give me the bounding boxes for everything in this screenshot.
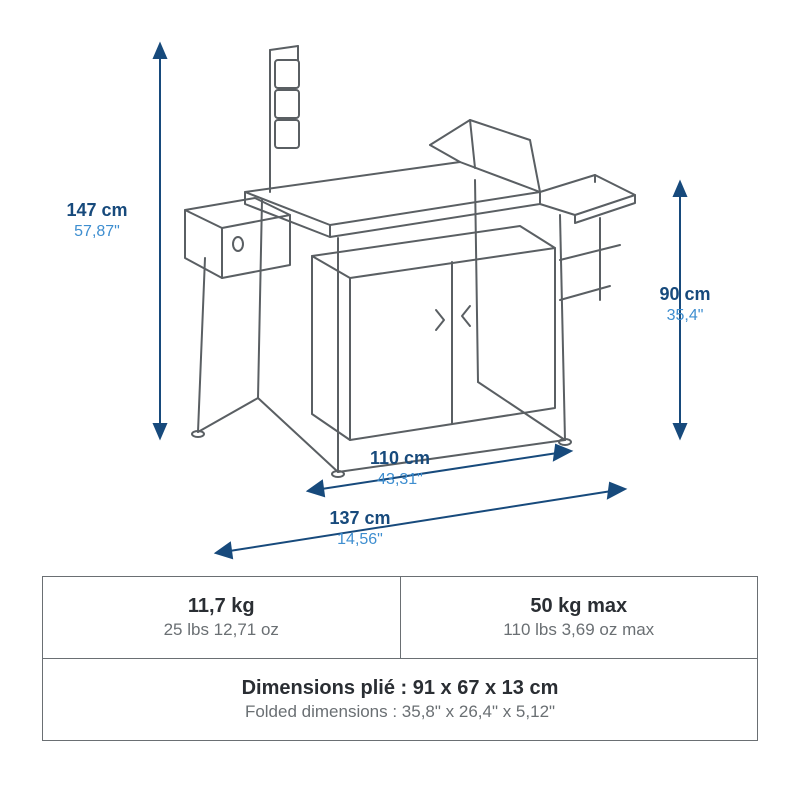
dim-height-table: 90 cm 35,4" [640, 284, 730, 325]
spec-maxload-secondary: 110 lbs 3,69 oz max [411, 620, 748, 640]
spec-table: 11,7 kg 25 lbs 12,71 oz 50 kg max 110 lb… [42, 576, 758, 741]
spec-weight-secondary: 25 lbs 12,71 oz [53, 620, 390, 640]
dim-height-table-in: 35,4" [640, 306, 730, 325]
dim-height-full-cm: 147 cm [52, 200, 142, 222]
dim-width-inner-in: 43,31" [340, 470, 460, 489]
spec-folded-cell: Dimensions plié : 91 x 67 x 13 cm Folded… [43, 659, 758, 741]
dim-height-table-cm: 90 cm [640, 284, 730, 306]
dim-width-inner: 110 cm 43,31" [340, 448, 460, 489]
spec-weight-primary: 11,7 kg [53, 595, 390, 618]
dim-width-full: 137 cm 14,56" [300, 508, 420, 549]
diagram-canvas: 147 cm 57,87" 90 cm 35,4" 110 cm 43,31" … [0, 0, 800, 800]
dim-height-full: 147 cm 57,87" [52, 200, 142, 241]
dim-height-full-in: 57,87" [52, 222, 142, 241]
spec-maxload-primary: 50 kg max [411, 595, 748, 618]
spec-weight-cell: 11,7 kg 25 lbs 12,71 oz [43, 577, 401, 659]
spec-folded-secondary: Folded dimensions : 35,8" x 26,4" x 5,12… [53, 702, 747, 722]
dim-width-full-in: 14,56" [300, 530, 420, 549]
dim-width-full-cm: 137 cm [300, 508, 420, 530]
dim-width-inner-cm: 110 cm [340, 448, 460, 470]
spec-maxload-cell: 50 kg max 110 lbs 3,69 oz max [400, 577, 758, 659]
spec-folded-primary: Dimensions plié : 91 x 67 x 13 cm [53, 677, 747, 700]
